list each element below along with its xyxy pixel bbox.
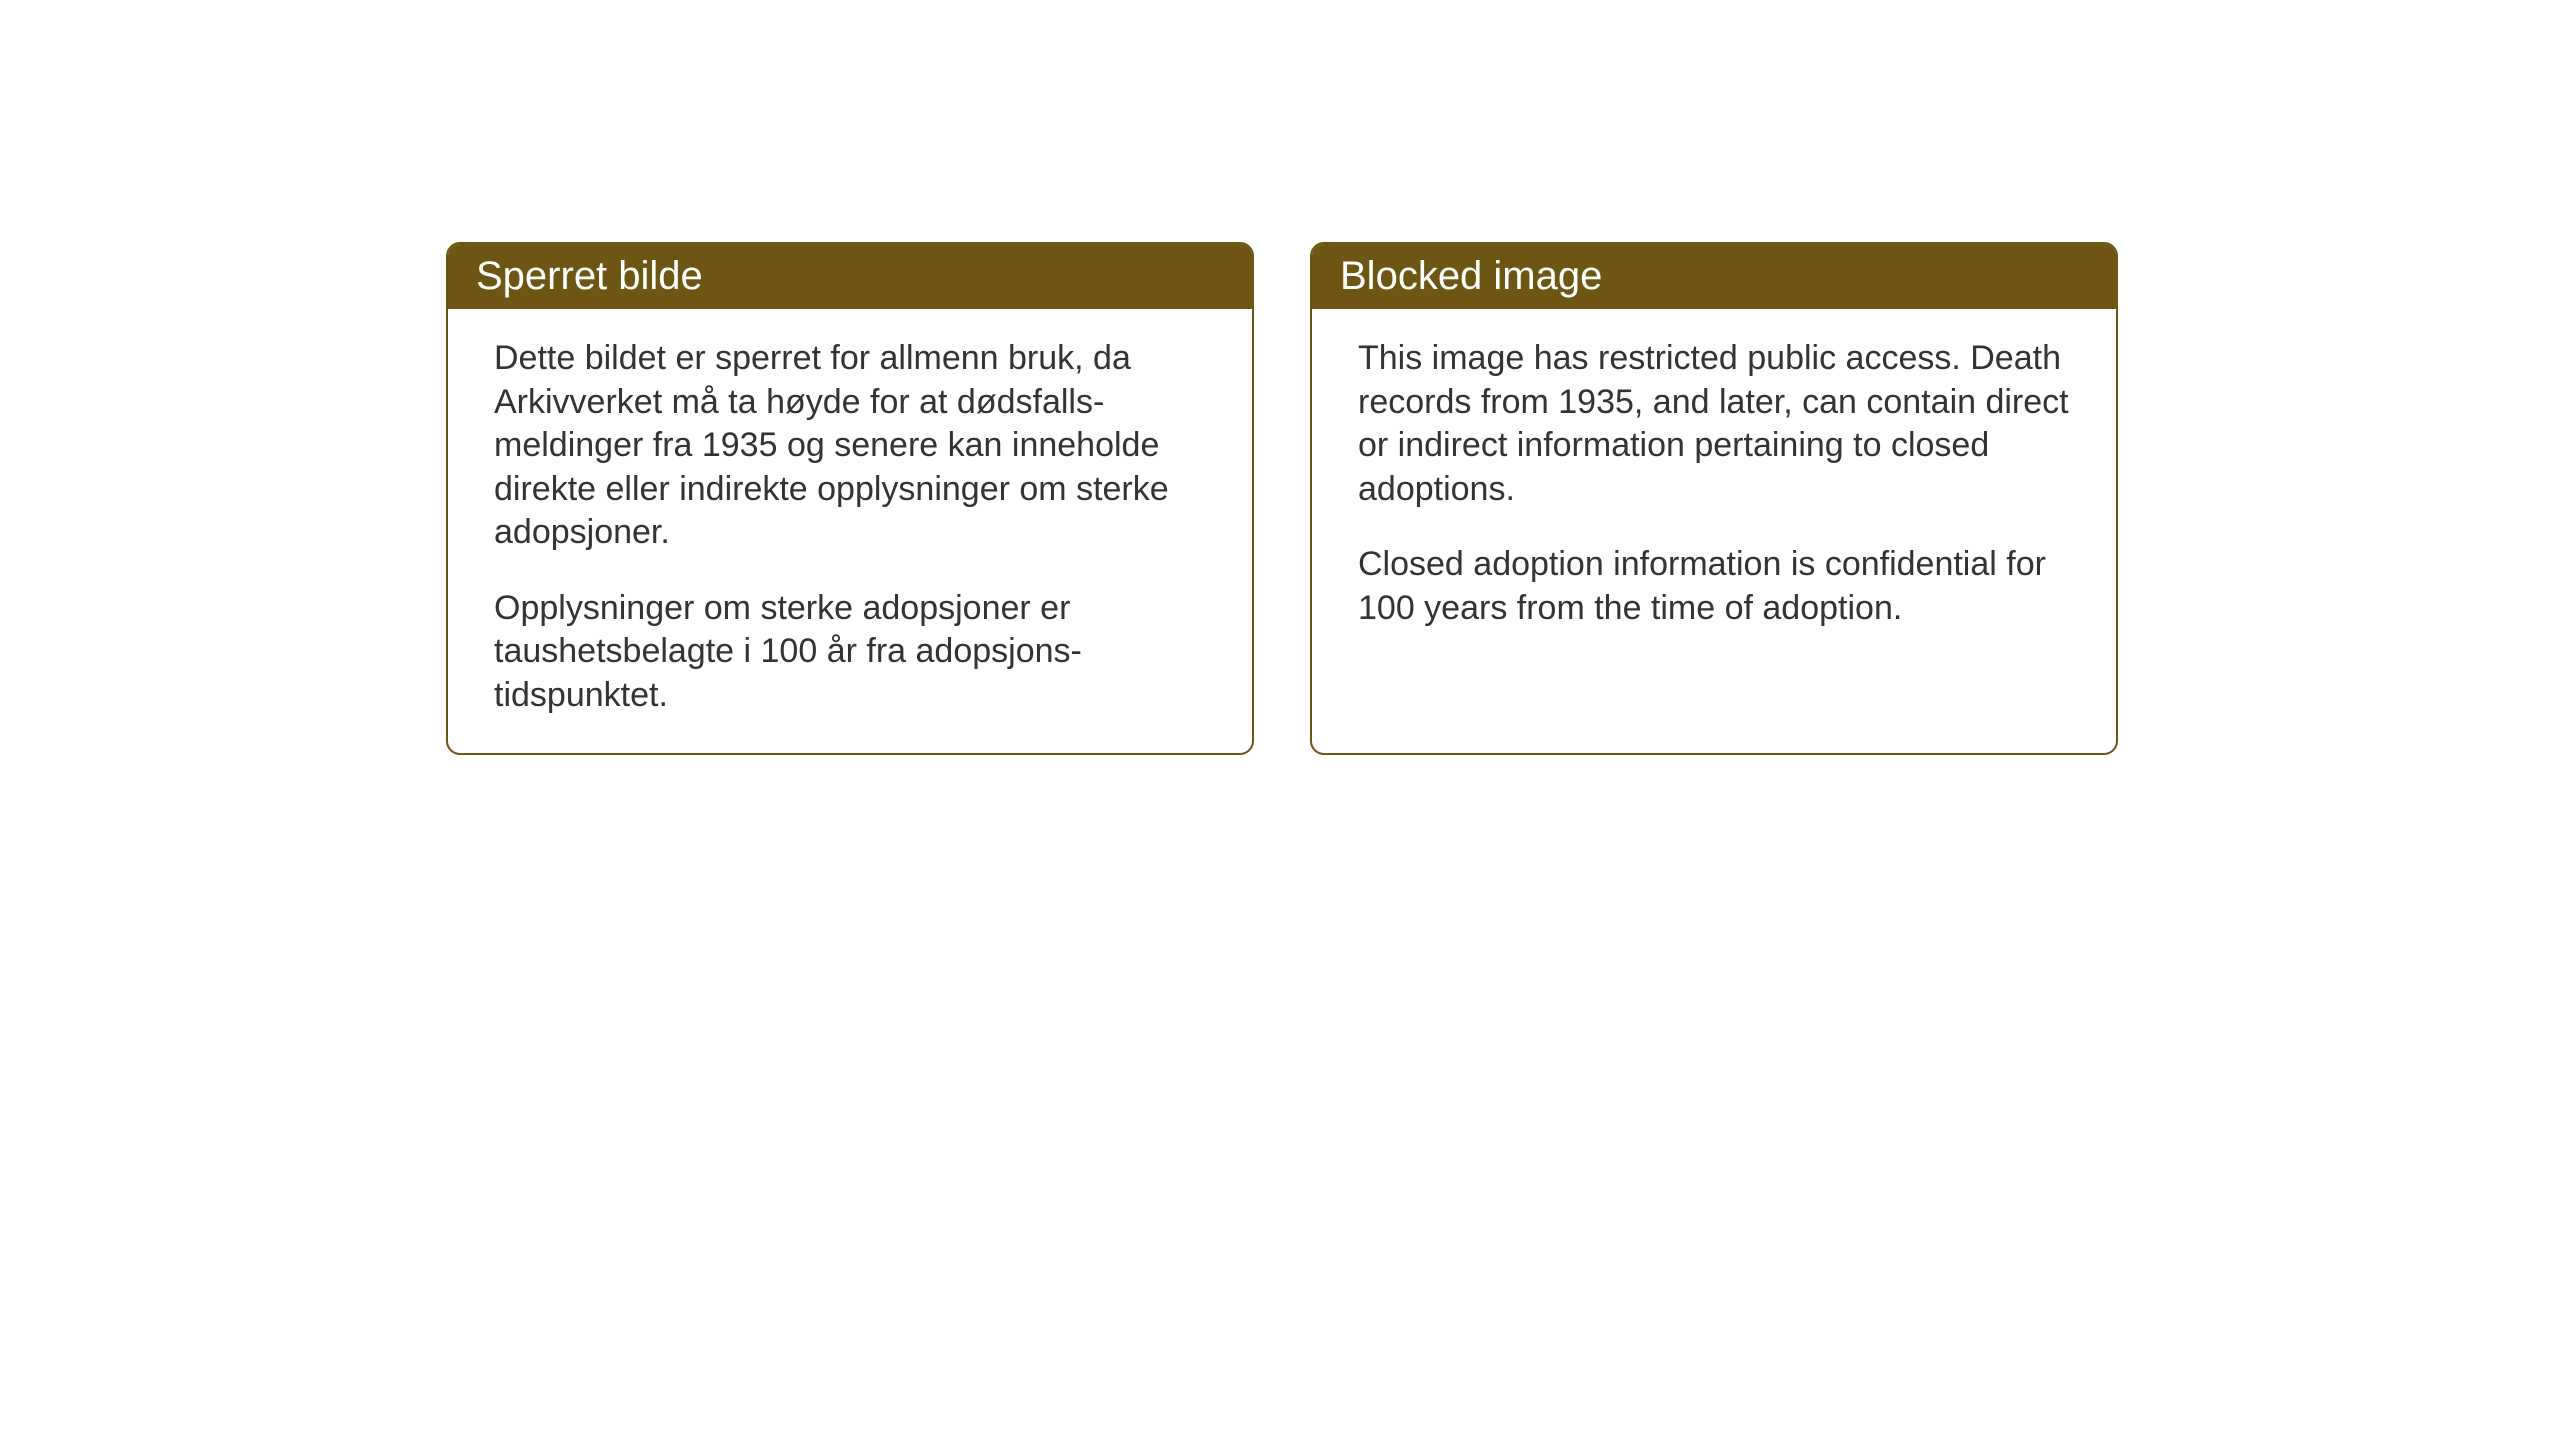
card-paragraph-2: Opplysninger om sterke adopsjoner er tau…	[494, 587, 1206, 718]
notice-container: Sperret bilde Dette bildet er sperret fo…	[446, 242, 2118, 755]
card-body-english: This image has restricted public access.…	[1312, 309, 2116, 666]
card-title: Sperret bilde	[476, 254, 703, 298]
card-title: Blocked image	[1340, 254, 1602, 298]
card-paragraph-1: This image has restricted public access.…	[1358, 337, 2070, 511]
notice-card-norwegian: Sperret bilde Dette bildet er sperret fo…	[446, 242, 1254, 755]
card-paragraph-1: Dette bildet er sperret for allmenn bruk…	[494, 337, 1206, 555]
notice-card-english: Blocked image This image has restricted …	[1310, 242, 2118, 755]
card-paragraph-2: Closed adoption information is confident…	[1358, 543, 2070, 630]
card-body-norwegian: Dette bildet er sperret for allmenn bruk…	[448, 309, 1252, 753]
card-header-norwegian: Sperret bilde	[448, 244, 1252, 309]
card-header-english: Blocked image	[1312, 244, 2116, 309]
